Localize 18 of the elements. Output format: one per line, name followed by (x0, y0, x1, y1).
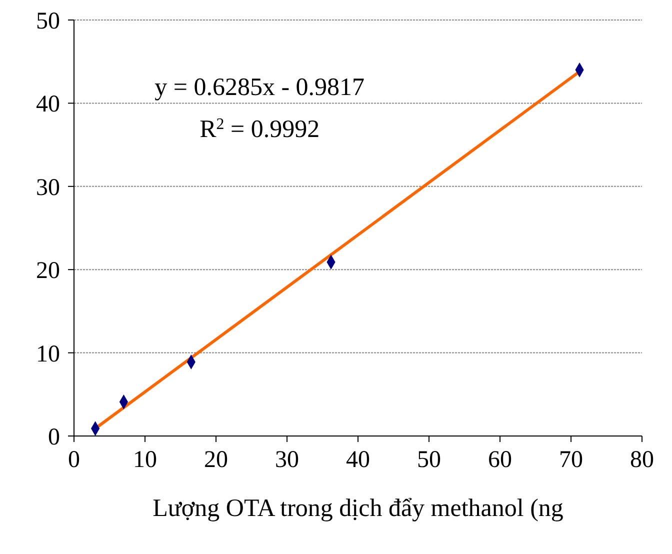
y-tick-label: 0 (48, 424, 60, 451)
x-tick-label: 20 (204, 447, 228, 474)
x-axis-title: Lượng OTA trong dịch đẩy methanol (ng (152, 495, 564, 522)
x-tick-label: 0 (68, 447, 80, 474)
y-tick-label: 30 (36, 174, 60, 201)
x-tick-label: 40 (346, 447, 370, 474)
annotation: y = 0.6285x - 0.9817 (154, 74, 365, 101)
y-tick-label: 40 (36, 92, 60, 118)
x-tick-label: 50 (417, 447, 441, 474)
annotation: R$^{2}$ = 0.9992 (200, 116, 320, 143)
x-tick-label: 10 (133, 447, 157, 474)
x-tick-label: 30 (275, 447, 299, 474)
x-tick-label: 70 (559, 447, 583, 474)
x-tick-label: 60 (488, 447, 512, 474)
y-tick-label: 10 (36, 341, 60, 368)
y-tick-label: 20 (36, 258, 60, 284)
y-tick-label: 50 (36, 8, 60, 35)
x-tick-label: 80 (630, 447, 654, 474)
